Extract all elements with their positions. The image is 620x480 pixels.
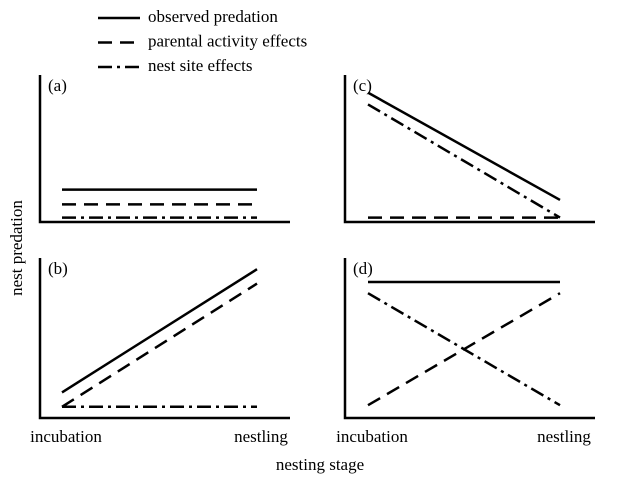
panel-label: (d) — [353, 259, 373, 278]
x-tick-label: nestling — [537, 427, 591, 446]
legend-label: observed predation — [148, 7, 278, 26]
legend-label: nest site effects — [148, 56, 252, 75]
axes-frame — [343, 258, 595, 420]
y-axis-label: nest predation — [7, 200, 26, 296]
axes-frame — [343, 75, 595, 224]
panel-label: (b) — [48, 259, 68, 278]
axes-frame — [38, 75, 290, 224]
panel-label: (c) — [353, 76, 372, 95]
axes-frame — [38, 258, 290, 420]
legend-label: parental activity effects — [148, 31, 307, 50]
x-tick-label: incubation — [336, 427, 408, 446]
series-line — [367, 103, 561, 219]
series-line — [61, 282, 258, 408]
x-tick-label: nestling — [234, 427, 288, 446]
series-line — [61, 268, 258, 394]
panel-label: (a) — [48, 76, 67, 95]
series-line — [367, 91, 561, 202]
x-axis-label: nesting stage — [276, 455, 364, 474]
x-tick-label: incubation — [30, 427, 102, 446]
series-line — [367, 292, 561, 407]
